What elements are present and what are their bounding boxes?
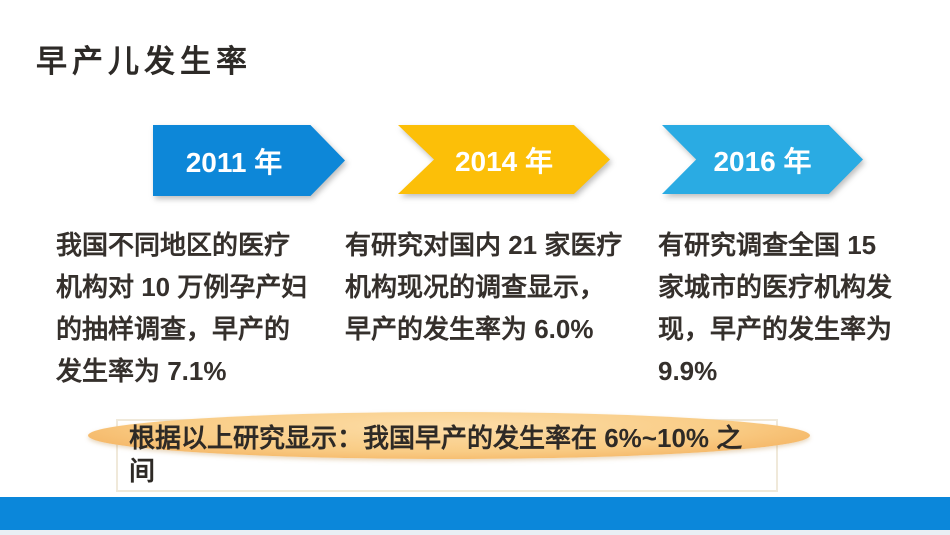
arrow-shape-2014: 2014 年 — [398, 125, 610, 194]
timeline-arrow-2016: 2016 年 — [662, 125, 863, 194]
description-line: 发生率为 7.1% — [56, 356, 227, 386]
description-line: 家城市的医疗机构发 — [658, 272, 893, 302]
timeline-arrow-2011: 2011 年 — [153, 125, 345, 196]
footer-accent-bar — [0, 497, 950, 530]
description-line: 9.9% — [658, 356, 718, 386]
slide-title: 早产儿发生率 — [36, 44, 252, 79]
description-line: 机构现况的调查显示， — [345, 272, 606, 302]
year-label-2014: 2014 年 — [454, 145, 554, 177]
description-line: 早产的发生率为 6.0% — [345, 314, 594, 344]
year-label-2016: 2016 年 — [713, 145, 812, 177]
description-2016: 有研究调查全国 15 家城市的医疗机构发 现，早产的发生率为 9.9% — [658, 224, 892, 392]
description-line: 机构对 10 万例孕产妇 — [56, 272, 308, 302]
description-line: 有研究对国内 21 家医疗 — [345, 230, 623, 260]
arrow-shape-2011: 2011 年 — [153, 125, 345, 196]
description-line: 我国不同地区的医疗 — [56, 230, 291, 260]
summary-line-2: 间 — [129, 456, 156, 486]
description-line: 现，早产的发生率为 — [658, 314, 893, 344]
description-2011: 我国不同地区的医疗 机构对 10 万例孕产妇 的抽样调查，早产的 发生率为 7.… — [56, 224, 307, 392]
timeline-arrow-2014: 2014 年 — [398, 125, 610, 194]
description-2014: 有研究对国内 21 家医疗 机构现况的调查显示， 早产的发生率为 6.0% — [345, 224, 622, 350]
summary-text: 根据以上研究显示：我国早产的发生率在 6%~10% 之 间 — [129, 422, 784, 488]
description-line: 有研究调查全国 15 — [658, 230, 877, 260]
summary-highlight-ellipse — [88, 412, 810, 459]
description-line: 的抽样调查，早产的 — [56, 314, 291, 344]
footer-bottom-edge — [0, 530, 950, 535]
year-label-2011: 2011 年 — [185, 146, 283, 178]
arrow-shape-2016: 2016 年 — [662, 125, 863, 194]
summary-line-1: 根据以上研究显示：我国早产的发生率在 6%~10% 之 — [129, 423, 743, 453]
